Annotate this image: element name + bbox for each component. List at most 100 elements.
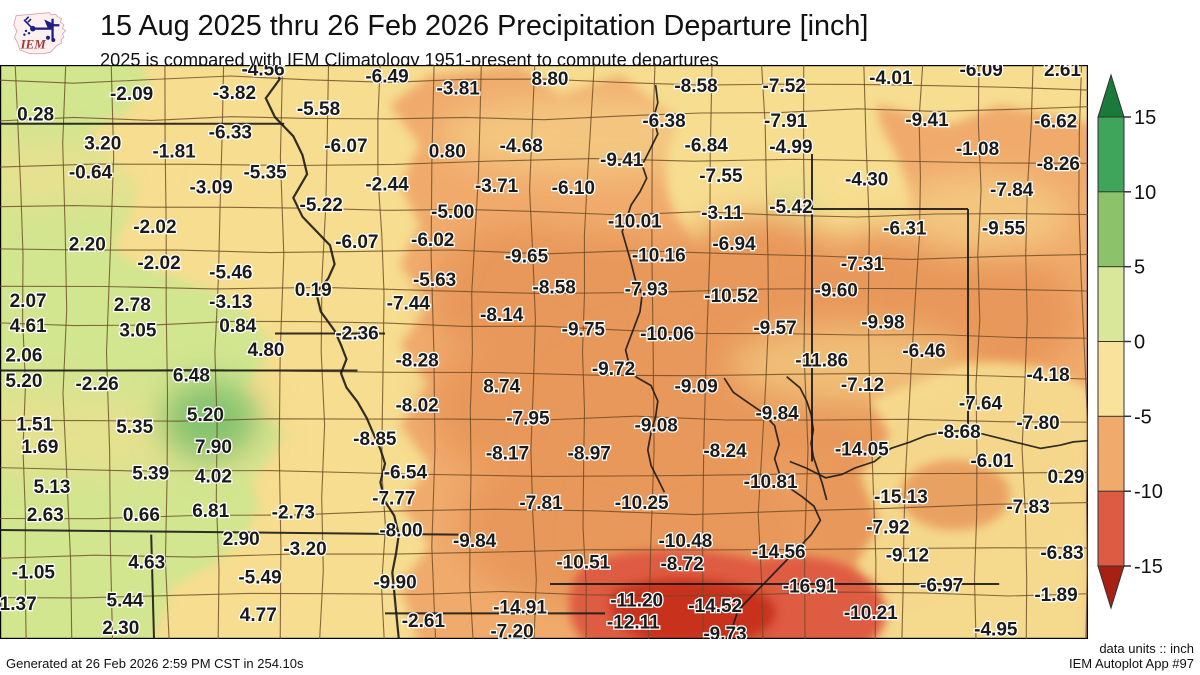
svg-text:0.80: 0.80 [429,142,466,163]
svg-text:4.63: 4.63 [128,552,165,573]
svg-text:-6.94: -6.94 [712,234,756,255]
svg-text:5: 5 [1134,257,1145,279]
svg-text:-2.09: -2.09 [110,84,153,105]
svg-text:-3.13: -3.13 [209,292,252,313]
svg-text:-6.54: -6.54 [384,462,428,483]
svg-text:-2.36: -2.36 [335,324,378,345]
svg-text:-5: -5 [1134,406,1152,428]
svg-text:-4.99: -4.99 [769,137,812,158]
svg-text:-7.93: -7.93 [625,280,668,301]
svg-text:-9.41: -9.41 [600,150,644,171]
svg-text:-10.06: -10.06 [640,324,694,345]
svg-text:-3.81: -3.81 [437,79,481,100]
svg-text:-8.72: -8.72 [660,554,703,575]
svg-text:-9.73: -9.73 [703,624,746,639]
svg-text:-8.14: -8.14 [480,305,524,326]
svg-text:2.07: 2.07 [10,291,47,312]
svg-text:-9.98: -9.98 [861,312,904,333]
svg-text:-9.09: -9.09 [675,377,718,398]
svg-text:-2.73: -2.73 [272,502,315,523]
svg-text:-6.83: -6.83 [1040,543,1083,564]
svg-text:-6.46: -6.46 [902,341,945,362]
svg-text:-5.42: -5.42 [769,197,812,218]
svg-text:0.29: 0.29 [1048,467,1085,488]
svg-text:-8.28: -8.28 [395,350,438,371]
svg-text:-9.12: -9.12 [886,545,929,566]
svg-text:3.20: 3.20 [84,134,121,155]
svg-text:-14.91: -14.91 [493,597,547,618]
svg-text:-1.89: -1.89 [1034,585,1077,606]
svg-text:-1.37: -1.37 [0,594,37,615]
svg-text:-6.07: -6.07 [324,136,367,157]
svg-text:-8.02: -8.02 [395,396,438,417]
svg-text:-15: -15 [1134,556,1163,578]
svg-text:-3.71: -3.71 [475,176,519,197]
svg-text:10: 10 [1134,182,1156,204]
svg-text:-9.55: -9.55 [982,218,1026,239]
svg-text:-6.49: -6.49 [365,66,408,87]
svg-text:2.06: 2.06 [5,346,42,367]
svg-text:-7.44: -7.44 [387,293,431,314]
svg-text:-3.82: -3.82 [213,83,256,104]
svg-text:4.77: 4.77 [240,605,277,626]
svg-text:-3.11: -3.11 [701,203,744,224]
svg-text:-10.01: -10.01 [608,212,662,233]
svg-text:-10.21: -10.21 [844,603,898,624]
svg-text:-10.81: -10.81 [744,472,798,493]
svg-text:5.39: 5.39 [132,464,169,485]
svg-text:0.28: 0.28 [17,105,54,126]
svg-text:-7.80: -7.80 [1016,413,1059,434]
svg-text:-7.12: -7.12 [841,375,884,396]
svg-text:-8.68: -8.68 [937,422,980,443]
svg-text:-10.51: -10.51 [556,552,610,573]
svg-text:5.13: 5.13 [34,477,71,498]
svg-text:-11.86: -11.86 [795,350,848,371]
svg-text:-8.97: -8.97 [568,443,611,464]
svg-text:-7.52: -7.52 [763,76,806,97]
svg-text:-1.05: -1.05 [12,562,56,583]
svg-text:-16.91: -16.91 [783,576,837,597]
svg-text:-8.85: -8.85 [353,429,397,450]
svg-text:-10.25: -10.25 [615,493,669,514]
svg-text:0.84: 0.84 [219,316,256,337]
svg-text:-9.65: -9.65 [505,247,549,268]
svg-text:-8.58: -8.58 [674,76,717,97]
svg-text:-9.75: -9.75 [562,320,606,341]
svg-text:-6.31: -6.31 [883,218,927,239]
svg-text:8.74: 8.74 [483,377,520,398]
svg-text:-6.01: -6.01 [970,451,1014,472]
svg-text:2.20: 2.20 [69,235,106,256]
svg-text:-8.58: -8.58 [533,277,576,298]
svg-text:-10.48: -10.48 [658,531,712,552]
svg-text:6.48: 6.48 [173,365,210,386]
svg-text:-5.35: -5.35 [243,162,287,183]
svg-text:-10: -10 [1134,481,1163,503]
svg-text:-11.20: -11.20 [610,591,663,612]
svg-text:5.44: 5.44 [107,591,144,612]
svg-text:-5.22: -5.22 [300,195,343,216]
svg-text:-8.26: -8.26 [1037,154,1080,175]
svg-text:-6.09: -6.09 [960,65,1003,81]
svg-text:-9.90: -9.90 [373,573,416,594]
svg-text:-9.08: -9.08 [635,416,678,437]
svg-text:-9.84: -9.84 [453,531,497,552]
svg-text:-14.52: -14.52 [688,596,742,617]
svg-text:-7.92: -7.92 [866,518,909,539]
svg-text:-4.18: -4.18 [1026,365,1069,386]
svg-text:-14.05: -14.05 [835,440,889,461]
svg-text:2.78: 2.78 [114,295,151,316]
svg-text:5.35: 5.35 [116,417,153,438]
svg-text:-7.77: -7.77 [372,489,415,510]
svg-text:-6.10: -6.10 [552,178,595,199]
svg-text:-8.24: -8.24 [703,441,747,462]
svg-text:3.05: 3.05 [119,320,156,341]
svg-text:6.81: 6.81 [192,501,229,522]
svg-text:-10.16: -10.16 [632,245,686,266]
svg-text:-9.41: -9.41 [905,110,949,131]
svg-text:5.20: 5.20 [5,371,42,392]
svg-text:-6.02: -6.02 [411,230,454,251]
svg-text:-7.20: -7.20 [490,622,533,639]
svg-text:1.69: 1.69 [22,437,59,458]
svg-text:1.51: 1.51 [16,414,53,435]
svg-text:4.02: 4.02 [195,466,232,487]
